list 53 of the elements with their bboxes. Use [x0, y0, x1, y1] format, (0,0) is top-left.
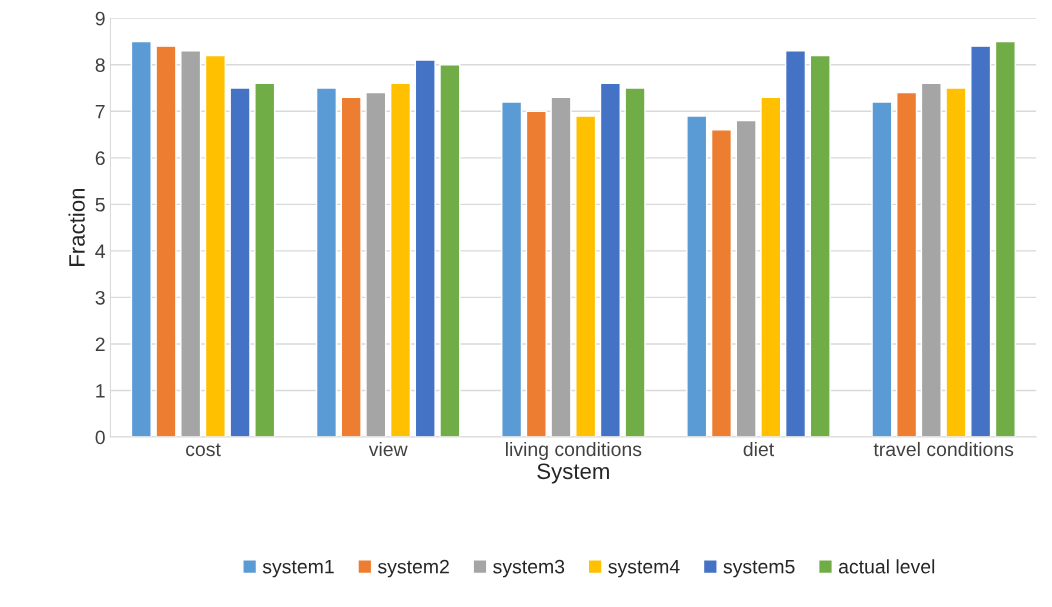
- bar: [439, 64, 461, 438]
- x-tick-label: living conditions: [506, 441, 642, 461]
- bar: [896, 91, 918, 438]
- y-tick-label: 0: [95, 430, 105, 445]
- bar: [155, 45, 177, 438]
- bar: [254, 82, 276, 438]
- y-axis-title: Fraction: [68, 188, 85, 266]
- legend-label: system5: [723, 559, 795, 578]
- y-tick-label: 8: [95, 58, 105, 72]
- bar: [945, 87, 967, 438]
- bar: [599, 82, 621, 438]
- bar: [525, 110, 547, 438]
- bar: [340, 96, 362, 438]
- y-tick-label: 5: [95, 198, 105, 212]
- y-tick-label: 7: [95, 104, 105, 119]
- y-tick-label: 6: [95, 151, 105, 166]
- legend-label: system4: [608, 559, 680, 578]
- bar: [501, 101, 523, 438]
- bar: [389, 82, 412, 438]
- y-tick-label: 2: [95, 337, 105, 352]
- bar: [229, 87, 251, 438]
- y-tick-label: 9: [95, 11, 105, 26]
- bar: [414, 59, 436, 438]
- bar: [365, 91, 387, 438]
- bar: [784, 50, 807, 438]
- y-tick-label: 3: [95, 290, 105, 305]
- bar: [871, 101, 893, 438]
- x-tick-label: diet: [743, 441, 775, 457]
- y-tick-label: 4: [95, 244, 106, 258]
- bar: [575, 115, 597, 438]
- bar: [204, 54, 226, 438]
- bar: [315, 87, 338, 438]
- x-tick-label: travel conditions: [873, 441, 1014, 457]
- y-tick-label: 1: [96, 384, 105, 398]
- legend-label: system3: [493, 559, 565, 578]
- bar: [686, 115, 708, 438]
- bar: [920, 82, 942, 438]
- legend-label: system2: [377, 559, 449, 578]
- bar: [130, 40, 152, 438]
- bar: [624, 87, 646, 438]
- bar: [550, 96, 572, 438]
- legend-label: actual level: [838, 559, 935, 574]
- bar: [710, 129, 733, 438]
- bar: [994, 40, 1016, 438]
- bar: [760, 96, 782, 438]
- x-axis-title: System: [537, 463, 609, 484]
- bar: [809, 54, 831, 438]
- x-tick-label: cost: [186, 443, 221, 457]
- bar: [735, 119, 757, 438]
- bar: [180, 50, 202, 438]
- x-tick-label: view: [368, 441, 408, 457]
- bar: [970, 45, 992, 438]
- legend-label: system1: [262, 559, 334, 578]
